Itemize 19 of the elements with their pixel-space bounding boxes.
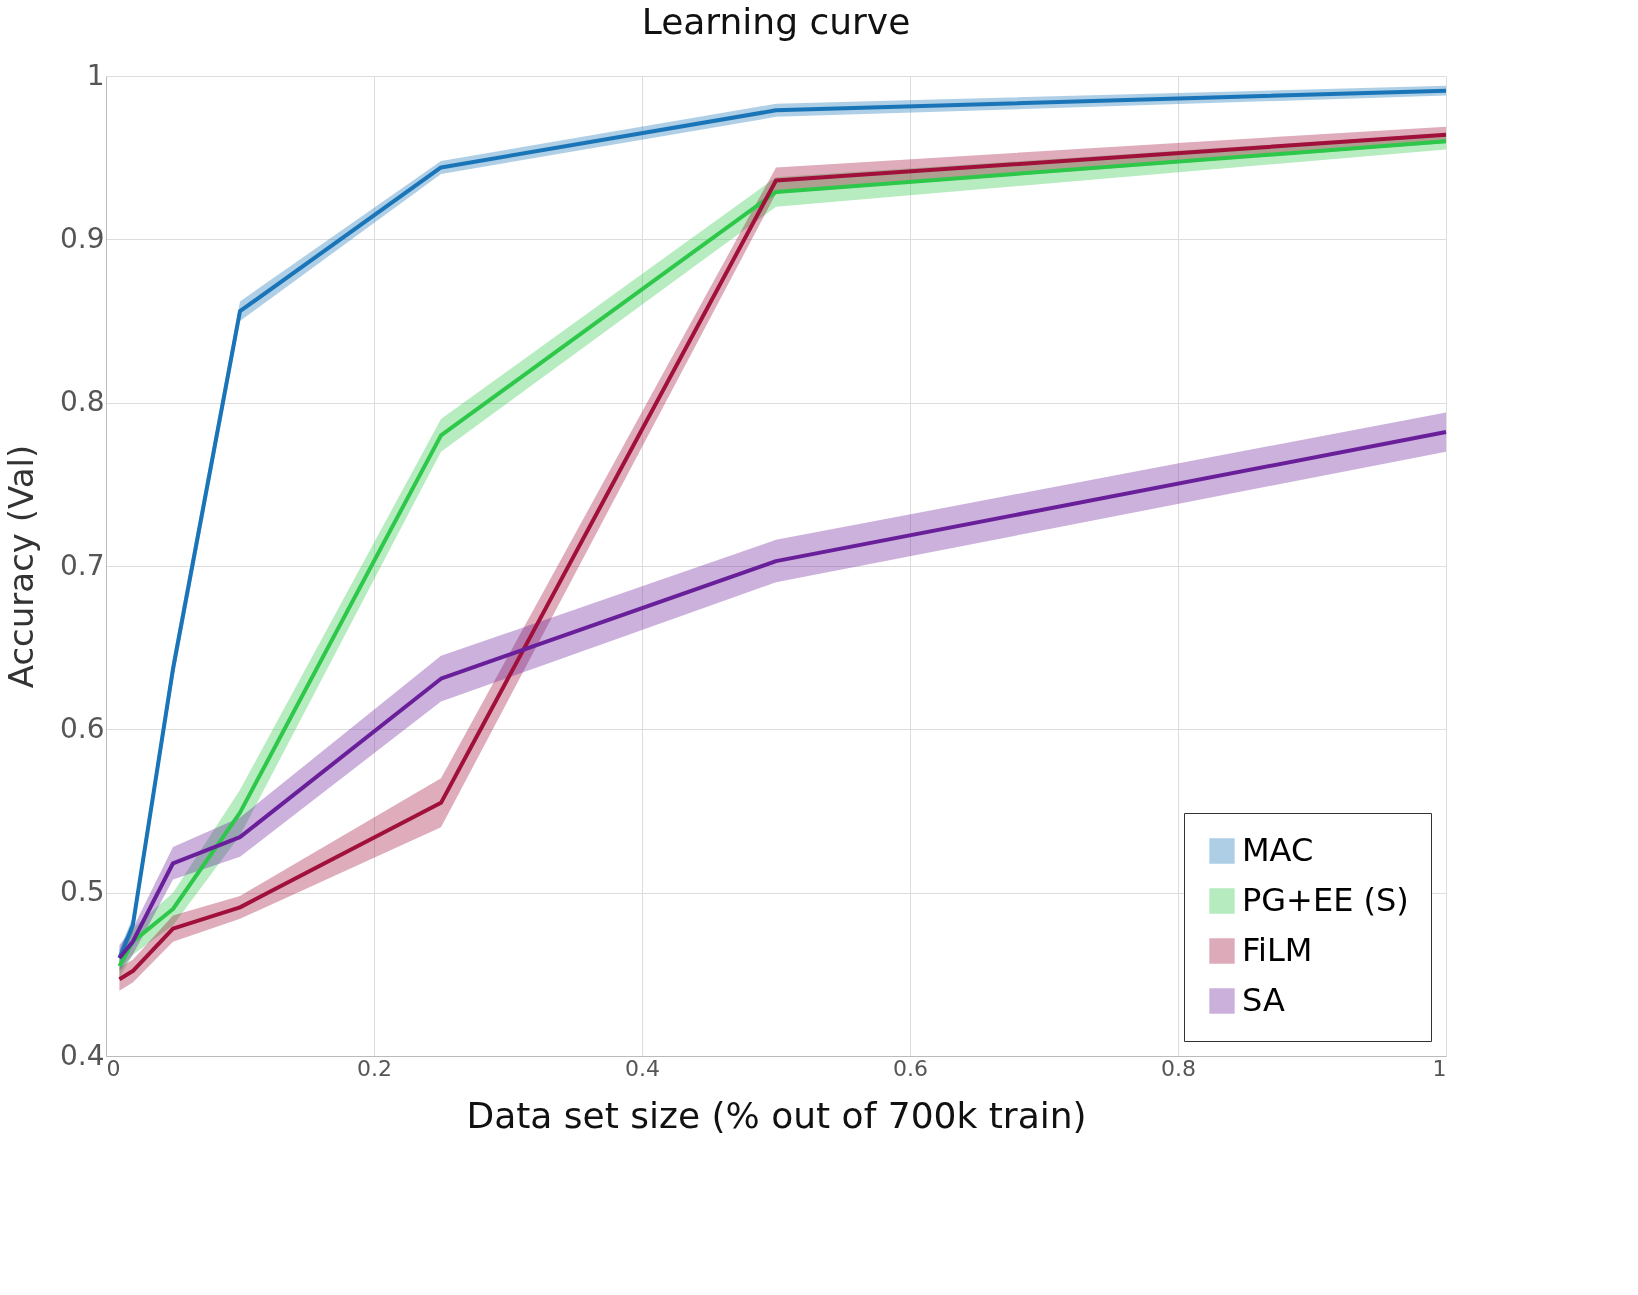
- y-tick-label: 0.8: [59, 385, 105, 419]
- chart-title: Learning curve: [641, 1, 911, 42]
- x-axis-title: Data set size (% out of 700k train): [466, 1094, 1087, 1136]
- y-tick-label: 0.5: [59, 875, 105, 909]
- y-axis-title: Accuracy (Val): [0, 444, 41, 689]
- x-tick-label: 0.8: [1161, 1055, 1196, 1081]
- legend-label: FiLM: [1242, 931, 1313, 969]
- x-tick-label: 1: [1432, 1055, 1447, 1081]
- legend-label: MAC: [1242, 831, 1314, 869]
- y-tick-label: 0.7: [59, 548, 105, 582]
- y-tick-label: 0.9: [59, 221, 105, 255]
- legend-label: PG+EE (S): [1242, 881, 1409, 919]
- y-tick-label: 1: [86, 58, 105, 92]
- x-tick-label: 0.6: [893, 1055, 928, 1081]
- x-tick-label: 0.2: [357, 1055, 392, 1081]
- x-tick-label: 0: [106, 1055, 121, 1081]
- legend-label: SA: [1242, 981, 1285, 1019]
- x-tick-label: 0.4: [625, 1055, 660, 1081]
- y-tick-label: 0.6: [59, 711, 105, 745]
